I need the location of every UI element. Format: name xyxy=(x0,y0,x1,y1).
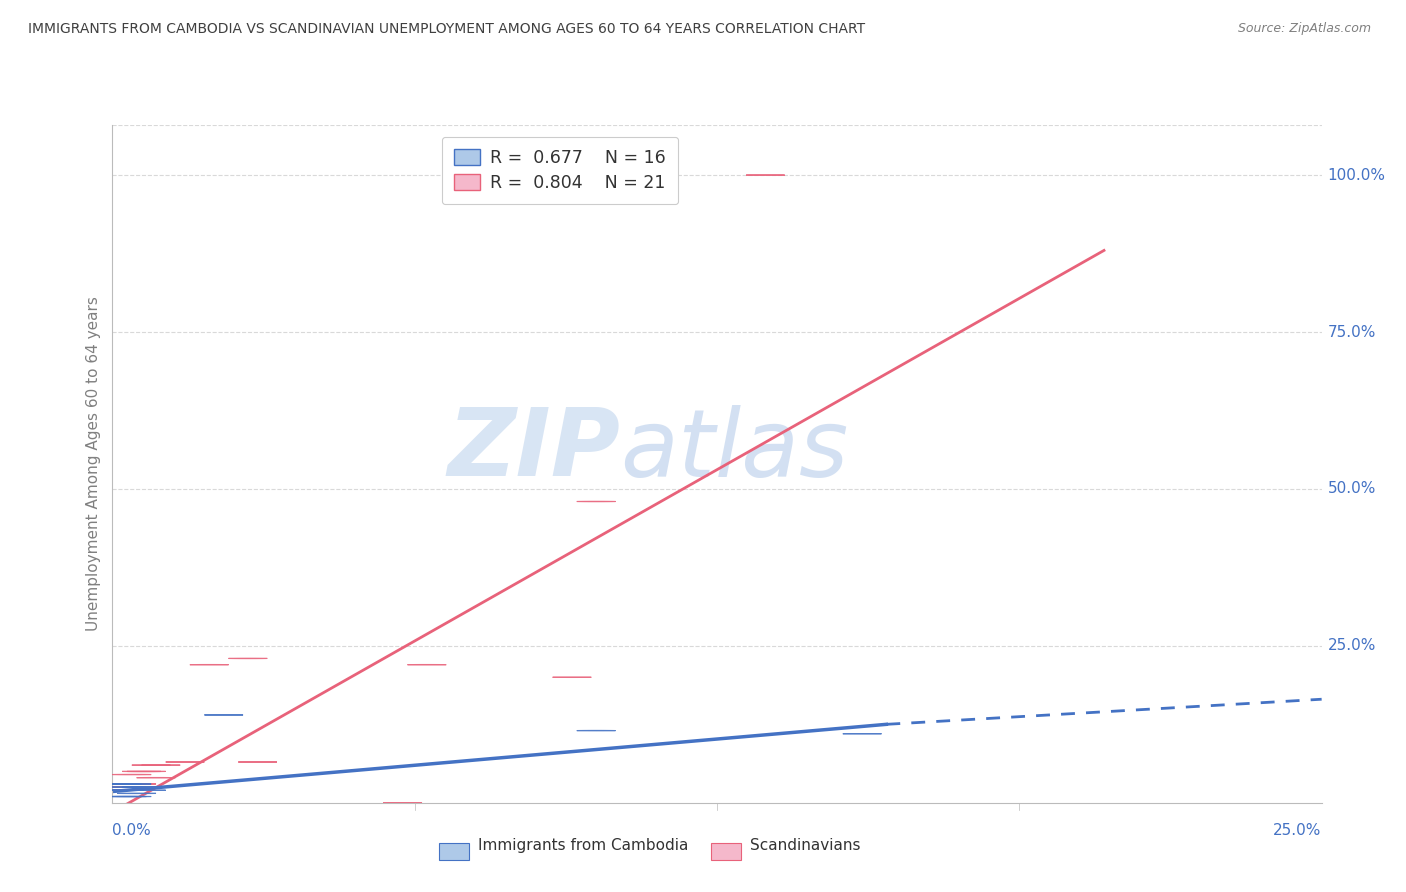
Text: 25.0%: 25.0% xyxy=(1274,823,1322,838)
Text: 75.0%: 75.0% xyxy=(1327,325,1376,340)
Text: atlas: atlas xyxy=(620,405,849,496)
Text: IMMIGRANTS FROM CAMBODIA VS SCANDINAVIAN UNEMPLOYMENT AMONG AGES 60 TO 64 YEARS : IMMIGRANTS FROM CAMBODIA VS SCANDINAVIAN… xyxy=(28,22,865,37)
Text: ZIP: ZIP xyxy=(447,404,620,496)
Y-axis label: Unemployment Among Ages 60 to 64 years: Unemployment Among Ages 60 to 64 years xyxy=(86,296,101,632)
Text: Scandinavians: Scandinavians xyxy=(749,838,860,853)
Text: 100.0%: 100.0% xyxy=(1327,168,1386,183)
Text: Immigrants from Cambodia: Immigrants from Cambodia xyxy=(478,838,688,853)
Text: 50.0%: 50.0% xyxy=(1327,482,1376,497)
Text: 25.0%: 25.0% xyxy=(1327,639,1376,653)
Legend: R =  0.677    N = 16, R =  0.804    N = 21: R = 0.677 N = 16, R = 0.804 N = 21 xyxy=(441,137,678,204)
Text: Source: ZipAtlas.com: Source: ZipAtlas.com xyxy=(1237,22,1371,36)
Bar xyxy=(711,844,741,861)
Bar xyxy=(439,844,470,861)
Text: 0.0%: 0.0% xyxy=(112,823,152,838)
